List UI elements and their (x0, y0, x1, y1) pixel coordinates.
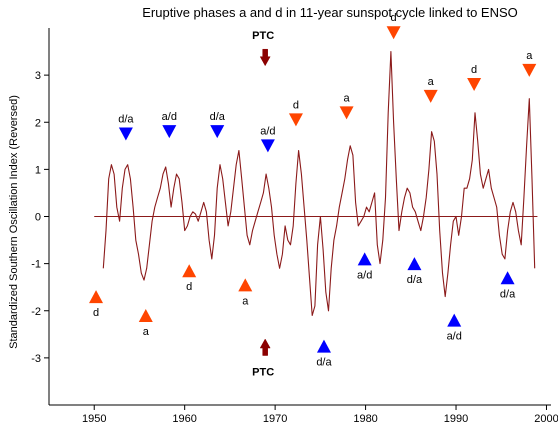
y-axis-label: Standardized Southern Oscillation Index … (8, 95, 20, 349)
phase-triangle (288, 113, 303, 127)
x-tick-label: 1970 (263, 413, 287, 425)
phase-triangle (407, 257, 422, 271)
y-tick-label: 3 (35, 70, 41, 82)
phase-triangle (522, 63, 537, 77)
phase-label: a/d (260, 125, 275, 137)
phase-triangle (118, 127, 133, 141)
phase-triangle (238, 278, 253, 292)
ptc-arrows: PTC PTC (252, 30, 274, 378)
axes: 1950 1960 1970 1980 1990 2000 -3 -2 -1 0 1 2 3 (31, 28, 558, 425)
series-line (102, 51, 536, 317)
y-tick-label: -1 (31, 259, 41, 271)
x-tick-label: 2000 (534, 413, 558, 425)
phase-label: a/d (447, 331, 462, 343)
phase-triangle (138, 308, 153, 322)
phase-label: a (143, 326, 150, 338)
ptc-label: PTC (252, 367, 274, 379)
y-tick-label: -2 (31, 306, 41, 318)
phase-label: a/d (162, 111, 177, 123)
phase-label: d (186, 281, 192, 293)
ptc-label: PTC (252, 30, 274, 42)
phase-label: a (242, 295, 249, 307)
phase-triangle (500, 271, 515, 285)
phase-triangle (423, 89, 438, 103)
soi-series (102, 51, 536, 317)
ptc-arrow (259, 338, 271, 356)
phase-label: d/a (407, 274, 423, 286)
chart-title: Eruptive phases a and d in 11-year sunsp… (142, 5, 518, 20)
phase-triangle (260, 139, 275, 153)
x-tick-label: 1990 (444, 413, 468, 425)
y-tick-label: -3 (31, 353, 41, 365)
phase-label: a (344, 92, 351, 104)
phase-triangle (182, 264, 197, 278)
phase-label: d (391, 12, 397, 24)
phase-label: d (293, 99, 299, 111)
phase-label: d/a (316, 357, 332, 369)
phase-label: a (428, 76, 435, 88)
y-tick-label: 1 (35, 164, 41, 176)
phase-label: a/d (357, 269, 372, 281)
phase-label: d/a (118, 114, 134, 126)
phase-triangle (162, 125, 177, 139)
phase-label: d (471, 64, 477, 76)
phase-triangle (357, 252, 372, 266)
x-tick-label: 1960 (172, 413, 196, 425)
y-tick-label: 2 (35, 117, 41, 129)
phase-label: a (526, 50, 533, 62)
phase-label: d (93, 307, 99, 319)
phase-label: d/a (210, 111, 226, 123)
phase-triangle (467, 78, 482, 92)
phase-label: d/a (500, 288, 516, 300)
phase-triangle (89, 290, 104, 304)
phase-triangle (316, 339, 331, 353)
x-tick-label: 1980 (353, 413, 377, 425)
phase-triangle (339, 106, 354, 120)
x-tick-label: 1950 (82, 413, 106, 425)
phase-triangle (210, 125, 225, 139)
ptc-arrow (259, 48, 271, 67)
phase-markers: d d/a a a/d d d/a a a/d d d/a a a/d d d/a a a/d d d/a a (89, 12, 537, 369)
y-tick-label: 0 (35, 212, 41, 224)
phase-triangle (386, 26, 401, 40)
phase-triangle (447, 313, 462, 327)
